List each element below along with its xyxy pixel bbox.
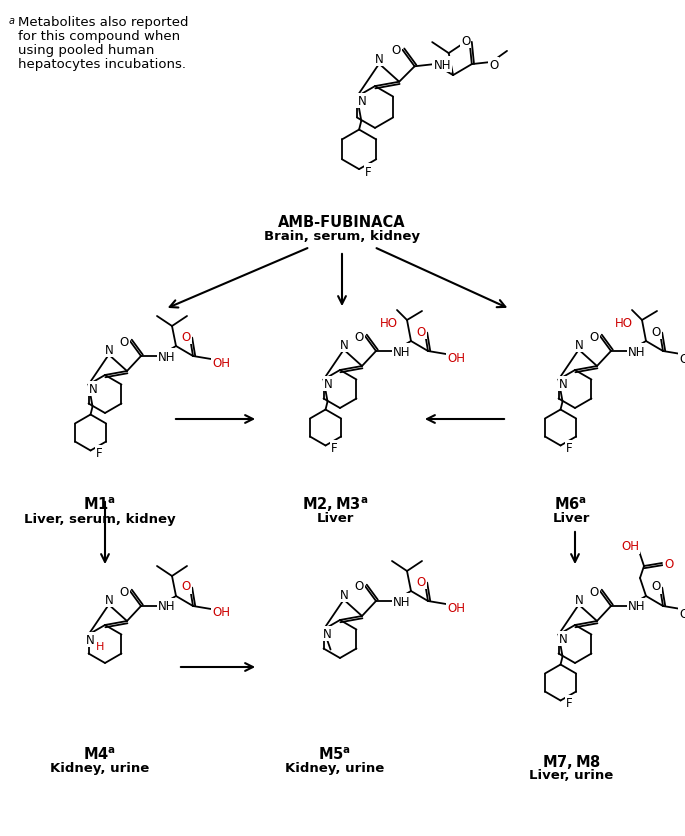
- Text: NH: NH: [628, 345, 646, 358]
- Text: N: N: [89, 383, 98, 395]
- Text: OH: OH: [212, 606, 230, 619]
- Text: NH: NH: [393, 345, 411, 358]
- Text: O: O: [680, 607, 685, 619]
- Text: N: N: [559, 378, 568, 390]
- Text: NH: NH: [158, 599, 176, 613]
- Text: N: N: [104, 344, 113, 357]
- Text: Liver: Liver: [316, 512, 353, 525]
- Text: $\mathbf{M1^a}$: $\mathbf{M1^a}$: [84, 496, 116, 512]
- Text: F: F: [566, 441, 573, 455]
- Text: O: O: [651, 325, 660, 338]
- Text: $\mathbf{M5^a}$: $\mathbf{M5^a}$: [319, 746, 351, 762]
- Text: for this compound when: for this compound when: [18, 30, 180, 43]
- Text: O: O: [182, 580, 190, 593]
- Text: Liver, serum, kidney: Liver, serum, kidney: [24, 512, 176, 525]
- Text: $^a$: $^a$: [8, 16, 16, 30]
- Text: O: O: [589, 585, 599, 598]
- Text: H: H: [97, 642, 105, 652]
- Text: HO: HO: [380, 316, 398, 329]
- Text: N: N: [324, 378, 333, 390]
- Text: O: O: [680, 352, 685, 365]
- Text: using pooled human: using pooled human: [18, 44, 154, 57]
- Text: OH: OH: [447, 351, 465, 364]
- Text: $\mathbf{M6^a}$: $\mathbf{M6^a}$: [554, 496, 588, 512]
- Text: O: O: [392, 44, 401, 57]
- Text: Metabolites also reported: Metabolites also reported: [18, 16, 188, 29]
- Text: F: F: [365, 166, 371, 178]
- Text: OH: OH: [212, 356, 230, 369]
- Text: OH: OH: [621, 540, 639, 553]
- Text: N: N: [323, 627, 332, 640]
- Text: N: N: [575, 594, 583, 606]
- Text: O: O: [416, 325, 425, 338]
- Text: Kidney, urine: Kidney, urine: [51, 762, 149, 775]
- Text: O: O: [416, 575, 425, 588]
- Text: O: O: [119, 585, 129, 598]
- Text: N: N: [339, 339, 348, 352]
- Text: N: N: [86, 633, 95, 646]
- Text: N: N: [339, 589, 348, 601]
- Text: O: O: [651, 580, 660, 593]
- Text: Brain, serum, kidney: Brain, serum, kidney: [264, 229, 420, 242]
- Text: N: N: [559, 632, 568, 645]
- Text: NH: NH: [628, 599, 646, 613]
- Text: O: O: [489, 59, 498, 72]
- Text: F: F: [332, 441, 338, 455]
- Text: Kidney, urine: Kidney, urine: [286, 762, 384, 775]
- Text: Liver: Liver: [552, 512, 590, 525]
- Text: AMB-FUBINACA: AMB-FUBINACA: [278, 214, 406, 229]
- Text: O: O: [664, 557, 673, 570]
- Text: $\mathbf{M7, M8}$: $\mathbf{M7, M8}$: [542, 752, 601, 770]
- Text: OH: OH: [447, 601, 465, 614]
- Text: O: O: [354, 330, 364, 343]
- Text: O: O: [119, 335, 129, 348]
- Text: O: O: [589, 330, 599, 343]
- Text: NH: NH: [434, 59, 451, 72]
- Text: O: O: [182, 330, 190, 343]
- Text: $\mathbf{M2, M3^a}$: $\mathbf{M2, M3^a}$: [302, 495, 368, 513]
- Text: N: N: [575, 339, 583, 352]
- Text: N: N: [104, 594, 113, 606]
- Text: HO: HO: [615, 316, 633, 329]
- Text: Liver, urine: Liver, urine: [529, 768, 613, 782]
- Text: N: N: [375, 54, 384, 66]
- Text: hepatocytes incubations.: hepatocytes incubations.: [18, 58, 186, 71]
- Text: N: N: [358, 95, 366, 108]
- Text: $\mathbf{M4^a}$: $\mathbf{M4^a}$: [84, 746, 116, 762]
- Text: NH: NH: [393, 594, 411, 608]
- Text: NH: NH: [158, 350, 176, 363]
- Text: F: F: [566, 696, 573, 709]
- Text: O: O: [461, 34, 470, 48]
- Text: O: O: [354, 580, 364, 593]
- Text: F: F: [96, 446, 103, 460]
